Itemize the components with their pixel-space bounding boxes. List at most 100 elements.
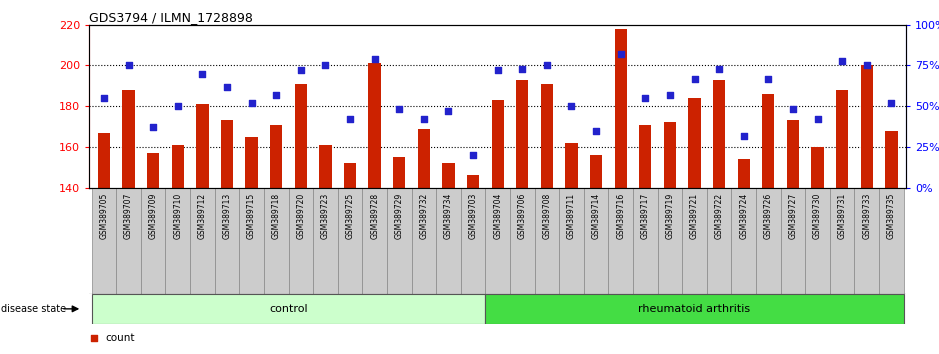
- Bar: [319, 145, 331, 188]
- Text: GSM389730: GSM389730: [813, 193, 822, 239]
- Bar: [836, 90, 848, 188]
- Text: GSM389720: GSM389720: [297, 193, 305, 239]
- Point: [343, 116, 358, 122]
- Point: [293, 68, 308, 73]
- Bar: [221, 120, 233, 188]
- Point: [121, 63, 136, 68]
- Text: GSM389707: GSM389707: [124, 193, 133, 239]
- Text: disease state: disease state: [1, 304, 66, 314]
- Point: [810, 116, 825, 122]
- Bar: [418, 129, 430, 188]
- Text: control: control: [269, 304, 308, 314]
- Text: GSM389733: GSM389733: [862, 193, 871, 239]
- Point: [97, 95, 112, 101]
- Point: [490, 68, 505, 73]
- Bar: [516, 80, 529, 188]
- Bar: [288, 188, 313, 294]
- Bar: [147, 153, 160, 188]
- Bar: [467, 176, 479, 188]
- Point: [416, 116, 431, 122]
- Bar: [541, 84, 553, 188]
- Bar: [239, 188, 264, 294]
- Text: GSM389735: GSM389735: [886, 193, 896, 239]
- Bar: [264, 188, 288, 294]
- Bar: [584, 188, 608, 294]
- Text: GSM389704: GSM389704: [493, 193, 502, 239]
- Text: GSM389721: GSM389721: [690, 193, 699, 239]
- Bar: [362, 188, 387, 294]
- Point: [835, 58, 850, 63]
- Bar: [830, 188, 854, 294]
- Bar: [92, 294, 485, 324]
- Point: [785, 107, 800, 112]
- Text: GSM389728: GSM389728: [370, 193, 379, 239]
- Text: GSM389703: GSM389703: [469, 193, 478, 239]
- Text: GSM389734: GSM389734: [444, 193, 453, 239]
- Bar: [560, 188, 584, 294]
- Point: [712, 66, 727, 72]
- Text: GSM389726: GSM389726: [763, 193, 773, 239]
- Text: count: count: [105, 333, 135, 343]
- Bar: [245, 137, 258, 188]
- Bar: [387, 188, 411, 294]
- Bar: [338, 188, 362, 294]
- Point: [466, 152, 481, 158]
- Bar: [614, 29, 627, 188]
- Bar: [510, 188, 534, 294]
- Bar: [196, 104, 208, 188]
- Bar: [295, 84, 307, 188]
- Text: GDS3794 / ILMN_1728898: GDS3794 / ILMN_1728898: [89, 11, 254, 24]
- Text: GSM389705: GSM389705: [100, 193, 109, 239]
- Point: [662, 92, 677, 98]
- Point: [392, 107, 407, 112]
- Bar: [762, 94, 775, 188]
- Point: [441, 108, 456, 114]
- Text: GSM389706: GSM389706: [517, 193, 527, 239]
- Bar: [787, 120, 799, 188]
- Point: [564, 103, 579, 109]
- Bar: [461, 188, 485, 294]
- Bar: [141, 188, 165, 294]
- Bar: [713, 80, 725, 188]
- Bar: [639, 125, 652, 188]
- Text: GSM389712: GSM389712: [198, 193, 207, 239]
- Point: [884, 100, 899, 106]
- Bar: [633, 188, 657, 294]
- Text: rheumatoid arthritis: rheumatoid arthritis: [639, 304, 750, 314]
- Bar: [664, 122, 676, 188]
- Point: [859, 63, 874, 68]
- Point: [244, 100, 259, 106]
- Bar: [92, 188, 116, 294]
- Bar: [270, 125, 283, 188]
- Bar: [657, 188, 683, 294]
- Bar: [165, 188, 190, 294]
- Bar: [854, 188, 879, 294]
- Bar: [411, 188, 436, 294]
- Bar: [98, 133, 110, 188]
- Bar: [737, 159, 750, 188]
- Point: [318, 63, 333, 68]
- Text: GSM389717: GSM389717: [640, 193, 650, 239]
- Bar: [491, 100, 504, 188]
- Point: [367, 56, 382, 62]
- Text: GSM389727: GSM389727: [789, 193, 797, 239]
- Point: [613, 51, 628, 57]
- Point: [539, 63, 554, 68]
- Text: GSM389716: GSM389716: [616, 193, 625, 239]
- Point: [220, 84, 235, 90]
- Bar: [811, 147, 824, 188]
- Bar: [565, 143, 577, 188]
- Bar: [442, 163, 454, 188]
- Bar: [861, 65, 873, 188]
- Text: GSM389709: GSM389709: [148, 193, 158, 239]
- Bar: [436, 188, 461, 294]
- Bar: [368, 63, 381, 188]
- Text: GSM389719: GSM389719: [666, 193, 674, 239]
- Text: GSM389725: GSM389725: [346, 193, 355, 239]
- Bar: [172, 145, 184, 188]
- Bar: [534, 188, 560, 294]
- Bar: [313, 188, 338, 294]
- Bar: [590, 155, 602, 188]
- Text: GSM389724: GSM389724: [739, 193, 748, 239]
- Point: [687, 76, 702, 81]
